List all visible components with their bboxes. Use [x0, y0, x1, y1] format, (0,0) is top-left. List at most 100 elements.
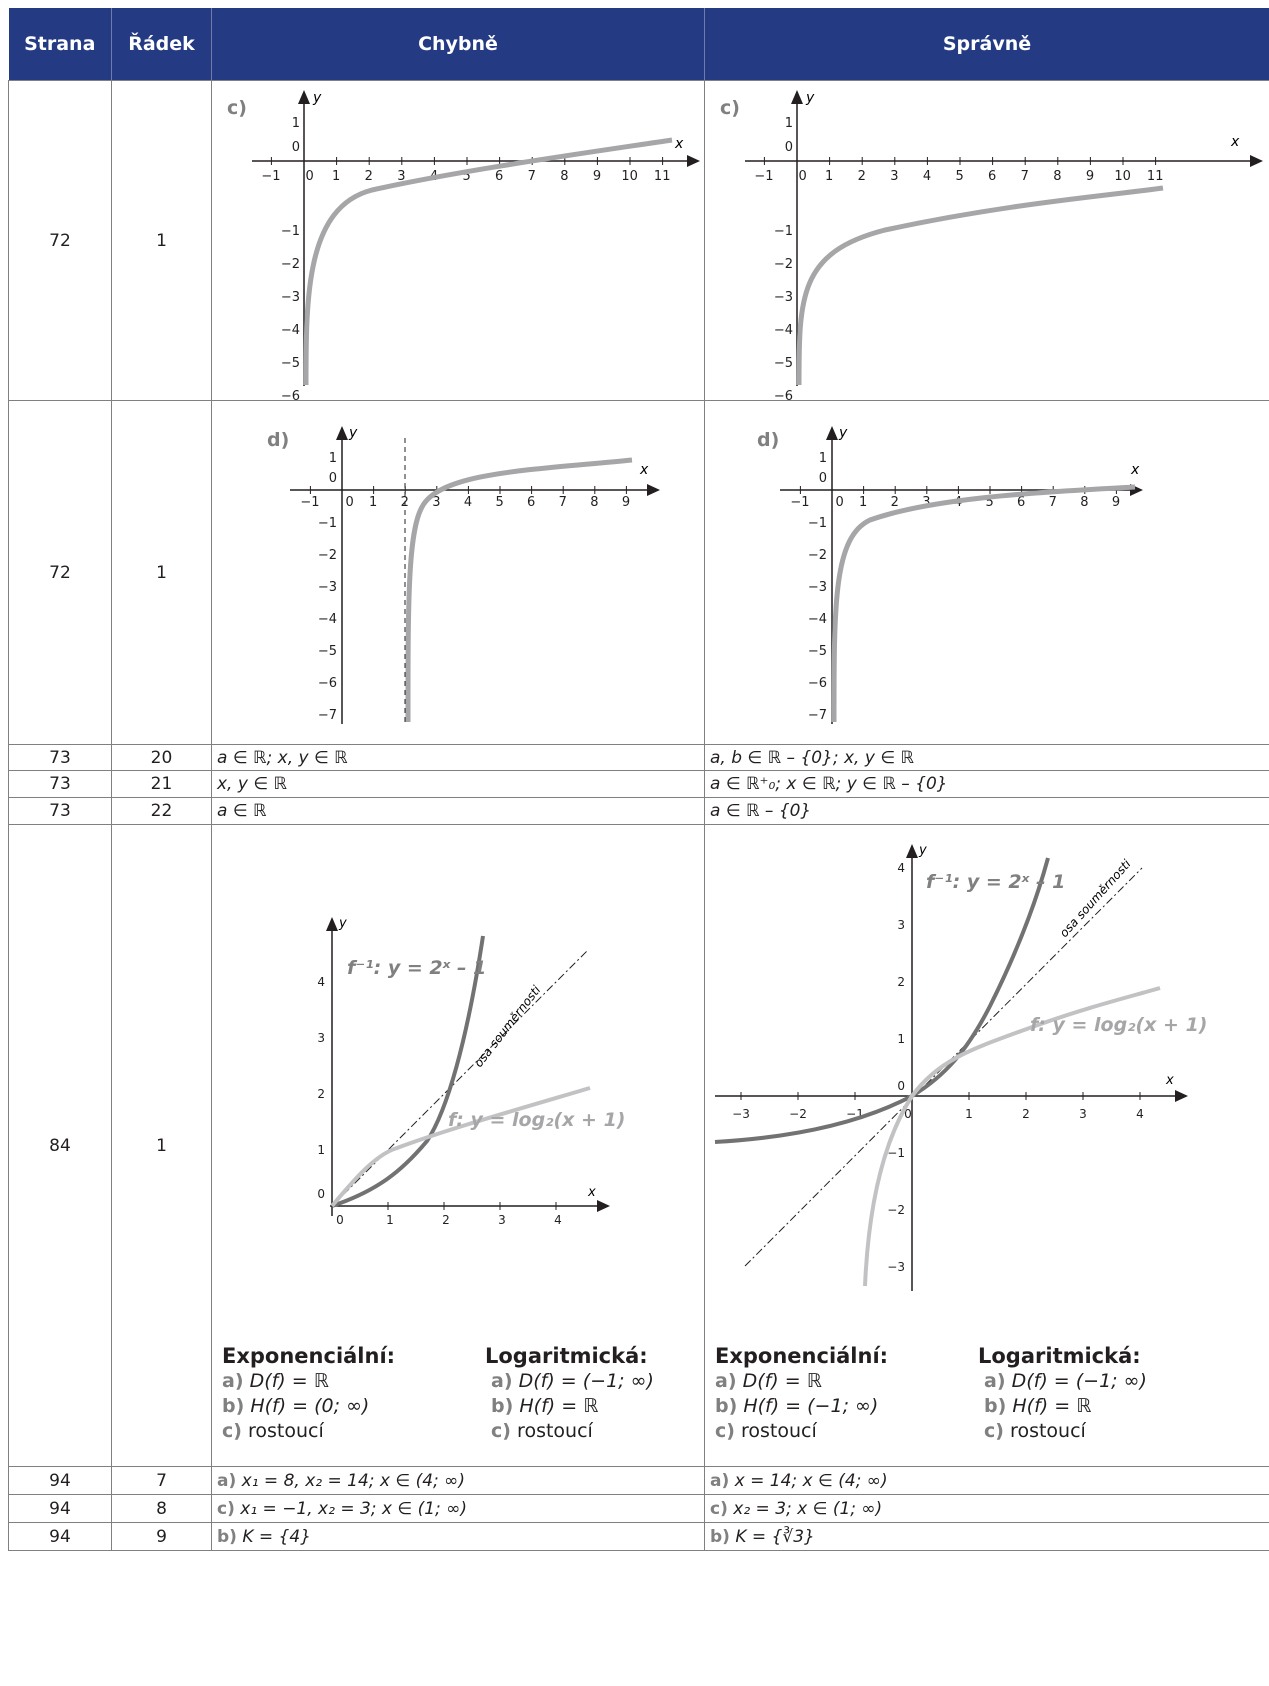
x-tick-label: 2 — [442, 1213, 450, 1227]
x-tick-label: 8 — [1080, 495, 1088, 510]
curve — [303, 137, 673, 385]
y-tick-label: −1 — [887, 1146, 905, 1160]
x-tick-label: −1 — [261, 169, 280, 184]
curve — [796, 185, 1164, 385]
x-tick-label: 2 — [1022, 1107, 1030, 1121]
exp-range: H(f) = (0; ∞) — [250, 1394, 370, 1417]
x-tick-label: 1 — [965, 1107, 973, 1121]
x-tick-labels: −1 0 1 2 3 4 5 6 7 8 9 — [300, 485, 630, 510]
exp-monotonic: rostoucí — [741, 1419, 817, 1442]
x-axis-label: x — [674, 136, 684, 152]
x-tick-label: 1 — [859, 495, 867, 510]
x-tick-label: 3 — [498, 1213, 506, 1227]
cell-radek: 9 — [111, 1522, 212, 1551]
symmetry-label: osa souměrnosti — [471, 982, 544, 1069]
x-tick-label: 4 — [554, 1213, 562, 1227]
cell-chybne: a ∈ ℝ; x, y ∈ ℝ — [211, 744, 705, 771]
inverse-function-label: f⁻¹: y = 2ˣ – 1 — [926, 871, 1065, 893]
x-tick-label: 0 — [904, 1107, 912, 1121]
x-tick-label: 2 — [858, 169, 866, 184]
log-properties: Logaritmická: a) D(f) = (−1; ∞) b) H(f) … — [485, 1343, 654, 1442]
x-tick-label: 3 — [432, 495, 440, 510]
cell-radek: 1 — [111, 80, 212, 401]
y-tick-label: 1 — [897, 1032, 905, 1046]
x-tick-label: 7 — [1021, 169, 1029, 184]
y-tick-label: 0 — [329, 471, 337, 486]
x-tick-label: 11 — [1147, 169, 1164, 184]
log-graph-d-wrong: d) x y −1 0 1 2 3 4 5 6 7 8 9 10−1−2−3−4−5−6−7 — [267, 425, 660, 724]
x-tick-labels: −1 0 1 2 3 4 5 6 7 8 9 10 11 — [754, 156, 1164, 184]
y-tick-label: −7 — [318, 708, 337, 723]
y-tick-label: −2 — [887, 1203, 905, 1217]
x-tick-label: −3 — [732, 1107, 750, 1121]
y-tick-label: 4 — [897, 861, 905, 875]
x-tick-label: 5 — [955, 169, 963, 184]
cell-strana: 73 — [8, 797, 112, 825]
x-tick-label: 0 — [336, 1213, 344, 1227]
table-row: 94 7 a) x₁ = 8, x₂ = 14; x ∈ (4; ∞) a) x… — [8, 1466, 1269, 1495]
y-tick-label: −6 — [318, 676, 337, 691]
log-range: H(f) = ℝ — [1012, 1394, 1092, 1417]
x-tick-label: 4 — [1136, 1107, 1144, 1121]
x-tick-label: 3 — [1079, 1107, 1087, 1121]
cell-strana: 72 — [8, 80, 112, 401]
x-tick-labels: −3 −2 −1 0 1 2 3 4 — [732, 1091, 1144, 1121]
x-axis-label: x — [1230, 134, 1240, 150]
cell-chybne: x, y ∈ ℝ — [211, 770, 705, 798]
cell-radek: 7 — [111, 1466, 212, 1495]
graph-label: d) — [267, 429, 289, 451]
curve — [405, 457, 633, 722]
symmetry-label: osa souměrnosti — [1057, 856, 1134, 940]
y-tick-label: 1 — [785, 116, 793, 131]
x-tick-label: 9 — [1112, 495, 1120, 510]
y-axis-label: y — [338, 916, 347, 931]
table-row: 72 1 d) x y −1 0 1 2 3 4 5 6 7 8 9 1 0 −1 −2 −3 −4 −5 −6−… — [8, 400, 1269, 745]
x-tick-label: 1 — [332, 169, 340, 184]
function-label: f: y = log₂(x + 1) — [1030, 1014, 1208, 1036]
header-strana: Strana — [8, 8, 112, 81]
y-tick-label: −5 — [318, 644, 337, 659]
y-tick-label: −6 — [808, 676, 827, 691]
y-axis-arrow — [826, 425, 838, 440]
y-tick-label: 4 — [317, 975, 325, 989]
x-tick-label: 10 — [621, 169, 638, 184]
x-tick-label: 3 — [922, 495, 930, 510]
y-tick-label: −6 — [774, 389, 793, 400]
exp-title: Exponenciální: — [715, 1343, 889, 1368]
cell-strana: 94 — [8, 1494, 112, 1523]
x-tick-label: −1 — [300, 495, 319, 510]
cell-spravne: a, b ∈ ℝ – {0}; x, y ∈ ℝ — [704, 744, 1269, 771]
graph-d-correct: d) x y −1 0 1 2 3 4 5 6 7 8 9 1 0 −1 −2 −3 −4 −5 −6 −7 — [704, 400, 1269, 745]
x-tick-label: 5 — [495, 495, 503, 510]
x-axis-label: x — [587, 1185, 596, 1200]
x-tick-label: 8 — [560, 169, 568, 184]
x-tick-label: 8 — [1053, 169, 1061, 184]
x-tick-label: 7 — [559, 495, 567, 510]
exp-domain: D(f) = ℝ — [742, 1369, 822, 1392]
graph-label: c) — [720, 97, 740, 119]
table-row: 73 22 a ∈ ℝ a ∈ ℝ – {0} — [8, 797, 1269, 825]
curve-logarithmic — [863, 985, 1161, 1286]
x-tick-label: 11 — [654, 169, 671, 184]
table-row: 94 8 c) x₁ = −1, x₂ = 3; x ∈ (1; ∞) c) x… — [8, 1494, 1269, 1523]
header-radek: Řádek — [111, 8, 212, 81]
properties-correct: Exponenciální: a) D(f) = ℝ b) H(f) = (−1… — [705, 1344, 1269, 1462]
y-tick-label: 0 — [317, 1187, 325, 1201]
log-domain: D(f) = (−1; ∞) — [518, 1369, 654, 1392]
cell-radek: 8 — [111, 1494, 212, 1523]
y-tick-label: 1 — [819, 451, 827, 466]
y-tick-label: 0 — [819, 471, 827, 486]
y-tick-label: −4 — [774, 323, 793, 338]
y-axis-arrow — [326, 916, 338, 931]
exp-properties: Exponenciální: a) D(f) = ℝ b) H(f) = (0;… — [222, 1343, 396, 1442]
x-tick-label: −1 — [754, 169, 773, 184]
x-axis-arrow — [1175, 1089, 1188, 1102]
y-tick-label: −5 — [281, 356, 300, 371]
x-axis-arrow — [1250, 154, 1263, 167]
x-tick-label: 6 — [1017, 495, 1025, 510]
y-tick-labels: 1 0 −1 −2 −3 −4 −5 −6 −7 — [318, 451, 337, 723]
cell-spravne: a ∈ ℝ – {0} — [704, 797, 1269, 825]
x-tick-label: 0 — [798, 169, 806, 184]
y-tick-label: −3 — [318, 580, 337, 595]
